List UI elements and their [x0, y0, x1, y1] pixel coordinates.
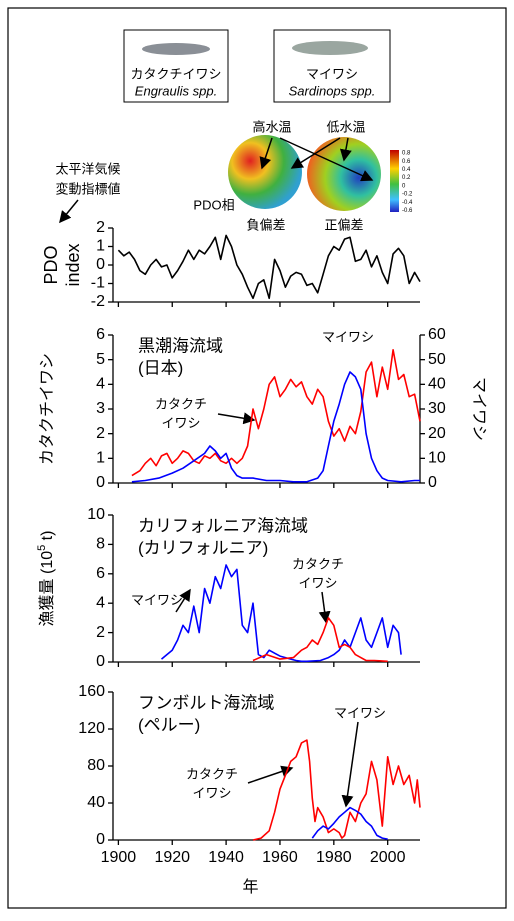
y-tick-label: 0: [96, 474, 105, 491]
y-tick-label: 1: [96, 450, 105, 467]
y-label: 漁獲量 (105 t): [36, 531, 56, 627]
negative-label: 負偏差: [246, 217, 285, 232]
annotation: マイワシ: [131, 592, 183, 607]
colorbar-label: 0.8: [402, 151, 411, 157]
series-line: [253, 740, 420, 840]
panel-title: カリフォルニア海流域: [138, 516, 308, 535]
fish-name: カタクチイワシ: [130, 66, 221, 81]
annotation: イワシ: [298, 575, 337, 590]
fish-latin: Sardinops spp.: [289, 83, 376, 98]
colorbar-label: 0.6: [402, 159, 411, 165]
phase-label: PDO相: [193, 197, 234, 212]
y-tick-label: 4: [96, 376, 105, 393]
colorbar-label: 0.4: [402, 167, 411, 173]
panel-title: 黒潮海流域: [138, 336, 223, 355]
y-tick-label: 1: [96, 238, 105, 255]
y-tick-label: -1: [91, 275, 105, 292]
y-tick-label: 120: [78, 720, 105, 737]
y-tick-label: 0: [96, 256, 105, 273]
x-tick-label: 1920: [154, 849, 190, 866]
y2-tick-label: 20: [428, 425, 446, 442]
arrow: [218, 414, 254, 420]
y2-tick-label: 50: [428, 351, 446, 368]
fish-name: マイワシ: [306, 66, 358, 81]
annotation: イワシ: [192, 785, 231, 800]
panel-title: (ペルー): [138, 715, 200, 734]
panel-title: (日本): [138, 358, 183, 377]
arrow: [60, 200, 78, 222]
panel-title: (カリフォルニア): [138, 538, 268, 557]
y-tick-label: 6: [96, 326, 105, 343]
pdo-caption: 太平洋気候: [55, 161, 120, 176]
warm-label: 高水温: [252, 119, 291, 134]
y-tick-label: 4: [96, 594, 105, 611]
colorbar-label: -0.6: [402, 208, 413, 214]
y-tick-label: 40: [87, 794, 105, 811]
y-tick-label: 6: [96, 565, 105, 582]
y2-tick-label: 0: [428, 474, 437, 491]
y2-tick-label: 40: [428, 376, 446, 393]
y-tick-label: 5: [96, 351, 105, 368]
y-tick-label: 0: [96, 831, 105, 848]
colorbar: [390, 150, 399, 212]
arrow: [346, 722, 358, 806]
cold-label: 低水温: [326, 119, 365, 134]
y2-tick-label: 10: [428, 450, 446, 467]
y-label: カタクチイワシ: [38, 353, 56, 465]
annotation: カタクチ: [292, 556, 344, 571]
x-label: 年: [242, 878, 258, 896]
pdo-caption: 変動指標値: [55, 181, 120, 196]
y2-tick-label: 30: [428, 400, 446, 417]
globe: [228, 135, 302, 209]
arrow: [322, 592, 326, 622]
y2-tick-label: 60: [428, 326, 446, 343]
y-tick-label: 80: [87, 757, 105, 774]
annotation: マイワシ: [334, 705, 386, 720]
annotation: イワシ: [161, 415, 200, 430]
y-tick-label: 2: [96, 624, 105, 641]
positive-label: 正偏差: [324, 217, 363, 232]
x-tick-label: 1900: [101, 849, 137, 866]
y-tick-label: 8: [96, 536, 105, 553]
y-tick-label: 2: [96, 219, 105, 236]
x-tick-label: 1980: [316, 849, 352, 866]
fish-image: [142, 43, 210, 55]
fish-latin: Engraulis spp.: [135, 83, 217, 98]
y-tick-label: -2: [91, 293, 105, 310]
series-line: [118, 235, 420, 298]
x-tick-label: 2000: [370, 849, 406, 866]
series-line: [253, 618, 388, 661]
globe: [307, 137, 381, 211]
figure: カタクチイワシ Engraulis spp. マイワシ Sardinops sp…: [0, 0, 514, 916]
y2-label: マイワシ: [470, 377, 487, 441]
y-tick-label: 3: [96, 400, 105, 417]
colorbar-label: -0.2: [402, 192, 413, 198]
y-label-part: t): [39, 531, 56, 545]
y-label: index: [63, 243, 83, 286]
colorbar-label: -0.4: [402, 200, 413, 206]
y-tick-label: 10: [87, 506, 105, 523]
fish-image: [292, 41, 368, 55]
annotation: カタクチ: [155, 396, 207, 411]
x-tick-label: 1960: [262, 849, 298, 866]
colorbar-label: 0: [402, 183, 406, 189]
panel-title: フンボルト海流域: [138, 693, 274, 712]
annotation: マイワシ: [322, 329, 374, 344]
x-tick-label: 1940: [208, 849, 244, 866]
y-tick-label: 0: [96, 653, 105, 670]
colorbar-label: 0.2: [402, 175, 411, 181]
series-line: [162, 565, 402, 661]
y-label: PDO: [41, 245, 61, 284]
y-tick-label: 2: [96, 425, 105, 442]
annotation: カタクチ: [186, 766, 238, 781]
y-tick-label: 160: [78, 683, 105, 700]
y-label-part: 漁獲量 (10: [38, 551, 56, 627]
